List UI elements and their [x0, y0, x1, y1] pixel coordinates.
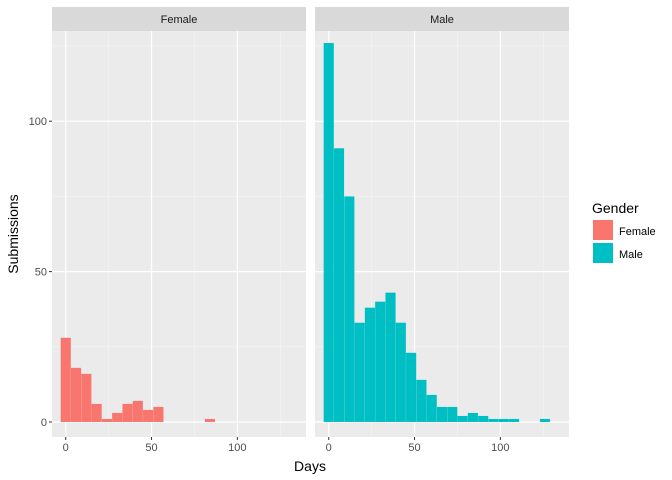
x-tick-label: 100: [228, 442, 246, 454]
facet-male: Male 0 50 100: [315, 7, 569, 454]
histogram-bar-female: [70, 367, 82, 422]
histogram-bar-male: [509, 418, 520, 422]
histogram-bar-male: [395, 322, 406, 422]
facet-female-gridlines: [52, 31, 306, 437]
histogram-bar-female: [143, 409, 154, 422]
histogram-bar-female: [204, 418, 215, 422]
facet-female-panel: [52, 31, 306, 437]
histogram-bar-male: [539, 418, 551, 422]
facet-female-bars: [60, 337, 215, 422]
facet-female: Female 0 50 100: [52, 7, 306, 454]
facet-female-x-ticks: 0 50 100: [63, 437, 247, 454]
y-axis: 0 50 100: [29, 116, 52, 429]
histogram-bar-male: [416, 379, 427, 422]
histogram-bar-male: [385, 292, 396, 422]
x-tick-label: 50: [408, 442, 420, 454]
histogram-bar-female: [132, 400, 143, 422]
histogram-bar-male: [375, 301, 386, 422]
histogram-bar-female: [101, 418, 112, 422]
histogram-bar-male: [447, 406, 458, 422]
histogram-bar-male: [406, 352, 417, 422]
x-axis-title: Days: [294, 458, 326, 474]
histogram-bar-female: [122, 403, 133, 422]
histogram-bar-female: [60, 337, 71, 422]
histogram-bar-male: [364, 307, 375, 422]
histogram-bar-female: [112, 412, 123, 422]
histogram-bar-male: [467, 412, 478, 422]
facet-male-strip: [315, 7, 569, 31]
histogram-bar-male: [323, 43, 334, 422]
facet-male-x-ticks: 0 50 100: [326, 437, 510, 454]
legend: Gender Female Male: [592, 200, 656, 263]
x-tick-label: 0: [63, 442, 69, 454]
histogram-bar-male: [344, 196, 355, 422]
y-tick-label: 0: [41, 417, 47, 429]
histogram-bar-male: [457, 415, 468, 422]
legend-label-female: Female: [619, 226, 656, 238]
facet-female-strip-label: Female: [161, 14, 198, 26]
facet-female-strip: [52, 7, 306, 31]
legend-swatch-male: [593, 243, 613, 263]
histogram-bar-female: [81, 373, 92, 422]
x-tick-label: 50: [145, 442, 157, 454]
histogram-bar-male: [478, 415, 489, 422]
legend-swatch-female: [593, 220, 613, 240]
histogram-bar-male: [488, 418, 499, 422]
legend-label-male: Male: [619, 249, 643, 261]
facet-male-strip-label: Male: [430, 14, 454, 26]
histogram-bar-male: [426, 394, 437, 422]
x-tick-label: 0: [326, 442, 332, 454]
histogram-bar-female: [91, 403, 102, 422]
x-tick-label: 100: [491, 442, 509, 454]
legend-title: Gender: [592, 200, 639, 216]
histogram-bar-male: [498, 418, 509, 422]
y-tick-label: 100: [29, 116, 47, 128]
facet-male-bars: [323, 43, 551, 422]
y-tick-label: 50: [35, 267, 47, 279]
histogram-bar-female: [153, 406, 164, 422]
y-axis-title: Submissions: [5, 194, 21, 273]
histogram-bar-male: [436, 406, 448, 422]
histogram-bar-male: [354, 322, 365, 422]
histogram-bar-male: [333, 148, 345, 422]
